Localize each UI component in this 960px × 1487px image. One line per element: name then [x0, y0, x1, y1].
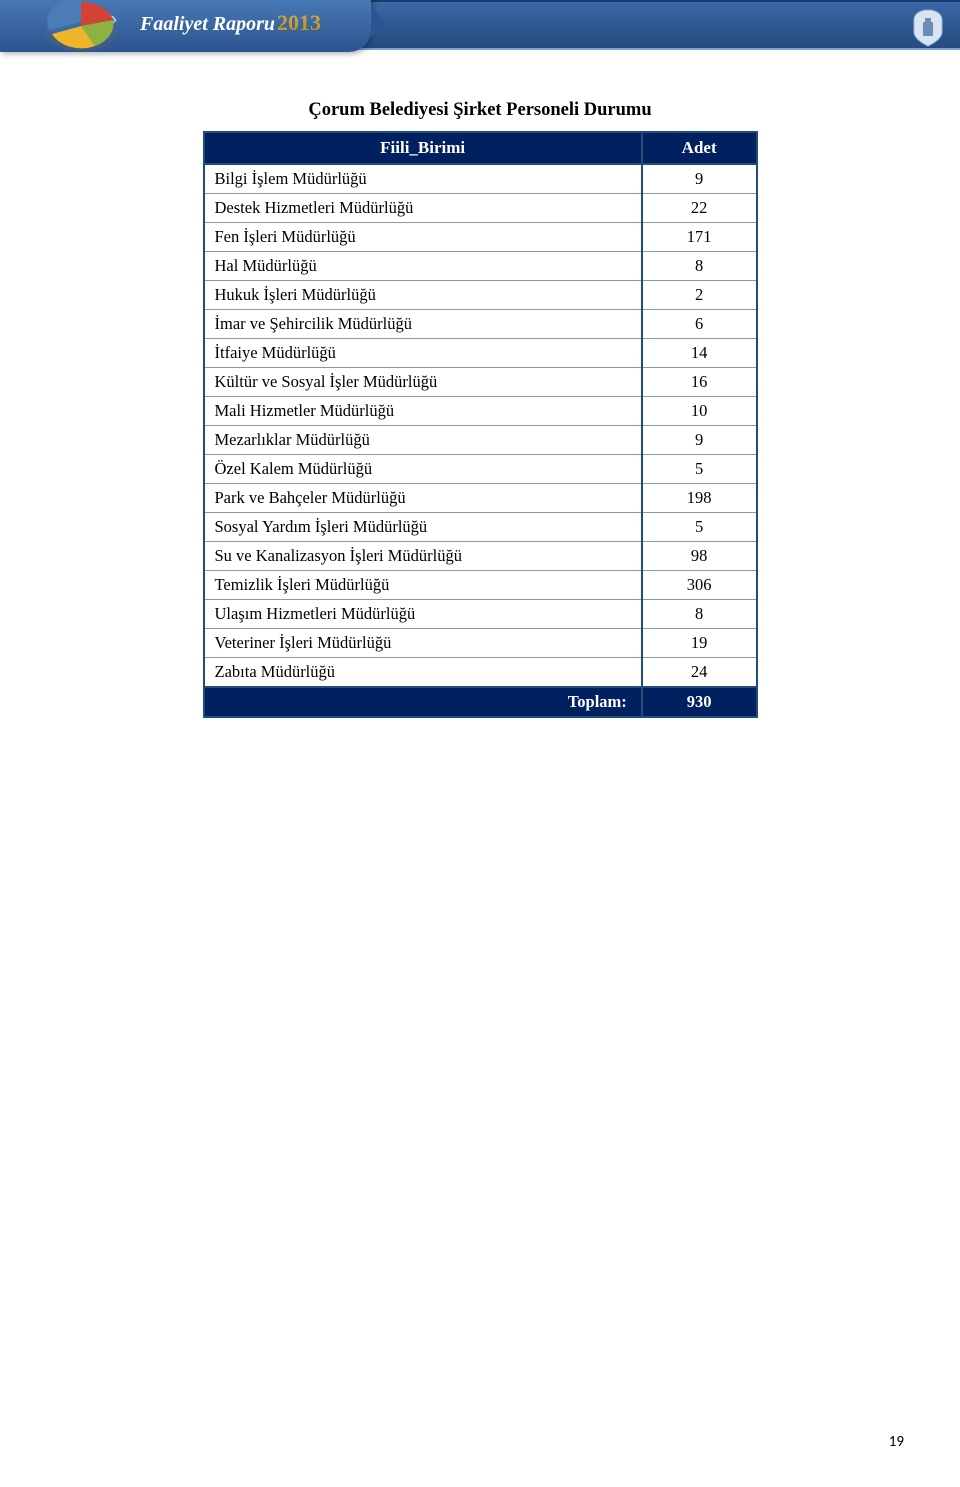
row-label: Zabıta Müdürlüğü — [204, 658, 642, 688]
row-label: Su ve Kanalizasyon İşleri Müdürlüğü — [204, 542, 642, 571]
row-label: Sosyal Yardım İşleri Müdürlüğü — [204, 513, 642, 542]
row-label: Özel Kalem Müdürlüğü — [204, 455, 642, 484]
column-header-label: Fiili_Birimi — [204, 132, 642, 164]
row-value: 8 — [642, 252, 757, 281]
row-value: 14 — [642, 339, 757, 368]
row-label: Ulaşım Hizmetleri Müdürlüğü — [204, 600, 642, 629]
row-value: 98 — [642, 542, 757, 571]
total-label: Toplam: — [204, 687, 642, 717]
table-row: Zabıta Müdürlüğü24 — [204, 658, 757, 688]
row-value: 198 — [642, 484, 757, 513]
table-row: Fen İşleri Müdürlüğü171 — [204, 223, 757, 252]
row-value: 6 — [642, 310, 757, 339]
column-header-value: Adet — [642, 132, 757, 164]
table-row: Destek Hizmetleri Müdürlüğü22 — [204, 194, 757, 223]
report-title: Faaliyet Raporu 2013 — [140, 10, 321, 36]
row-label: Veteriner İşleri Müdürlüğü — [204, 629, 642, 658]
row-label: Temizlik İşleri Müdürlüğü — [204, 571, 642, 600]
row-label: Bilgi İşlem Müdürlüğü — [204, 164, 642, 194]
table-row: Hukuk İşleri Müdürlüğü2 — [204, 281, 757, 310]
table-row: Ulaşım Hizmetleri Müdürlüğü8 — [204, 600, 757, 629]
row-value: 16 — [642, 368, 757, 397]
table-header-row: Fiili_Birimi Adet — [204, 132, 757, 164]
row-label: Fen İşleri Müdürlüğü — [204, 223, 642, 252]
row-value: 5 — [642, 513, 757, 542]
table-title: Çorum Belediyesi Şirket Personeli Durumu — [110, 100, 850, 121]
report-year: 2013 — [277, 10, 321, 36]
table-row: İmar ve Şehircilik Müdürlüğü6 — [204, 310, 757, 339]
table-row: Su ve Kanalizasyon İşleri Müdürlüğü98 — [204, 542, 757, 571]
page-number: 19 — [889, 1433, 904, 1451]
table-row: Mezarlıklar Müdürlüğü9 — [204, 426, 757, 455]
table-row: Kültür ve Sosyal İşler Müdürlüğü16 — [204, 368, 757, 397]
table-row: İtfaiye Müdürlüğü14 — [204, 339, 757, 368]
pie-chart-icon — [40, 0, 122, 56]
table-row: Sosyal Yardım İşleri Müdürlüğü5 — [204, 513, 757, 542]
row-value: 22 — [642, 194, 757, 223]
row-value: 306 — [642, 571, 757, 600]
report-header-bar: › Faaliyet Raporu 2013 — [0, 0, 960, 50]
table-row: Özel Kalem Müdürlüğü5 — [204, 455, 757, 484]
row-label: Kültür ve Sosyal İşler Müdürlüğü — [204, 368, 642, 397]
row-value: 19 — [642, 629, 757, 658]
row-value: 8 — [642, 600, 757, 629]
page-content: Çorum Belediyesi Şirket Personeli Durumu… — [0, 50, 960, 718]
table-row: Veteriner İşleri Müdürlüğü19 — [204, 629, 757, 658]
table-row: Bilgi İşlem Müdürlüğü9 — [204, 164, 757, 194]
row-label: İtfaiye Müdürlüğü — [204, 339, 642, 368]
row-label: Park ve Bahçeler Müdürlüğü — [204, 484, 642, 513]
table-row: Temizlik İşleri Müdürlüğü306 — [204, 571, 757, 600]
table-total-row: Toplam:930 — [204, 687, 757, 717]
row-value: 2 — [642, 281, 757, 310]
table-row: Park ve Bahçeler Müdürlüğü198 — [204, 484, 757, 513]
row-value: 9 — [642, 164, 757, 194]
row-value: 10 — [642, 397, 757, 426]
crest-icon — [910, 8, 946, 48]
table-row: Mali Hizmetler Müdürlüğü10 — [204, 397, 757, 426]
personnel-table: Fiili_Birimi Adet Bilgi İşlem Müdürlüğü9… — [203, 131, 758, 718]
row-label: Mezarlıklar Müdürlüğü — [204, 426, 642, 455]
row-value: 24 — [642, 658, 757, 688]
row-label: Hukuk İşleri Müdürlüğü — [204, 281, 642, 310]
row-label: İmar ve Şehircilik Müdürlüğü — [204, 310, 642, 339]
total-value: 930 — [642, 687, 757, 717]
row-label: Destek Hizmetleri Müdürlüğü — [204, 194, 642, 223]
row-value: 5 — [642, 455, 757, 484]
row-label: Mali Hizmetler Müdürlüğü — [204, 397, 642, 426]
row-value: 9 — [642, 426, 757, 455]
table-row: Hal Müdürlüğü8 — [204, 252, 757, 281]
report-title-text: Faaliyet Raporu — [140, 13, 275, 36]
row-value: 171 — [642, 223, 757, 252]
row-label: Hal Müdürlüğü — [204, 252, 642, 281]
